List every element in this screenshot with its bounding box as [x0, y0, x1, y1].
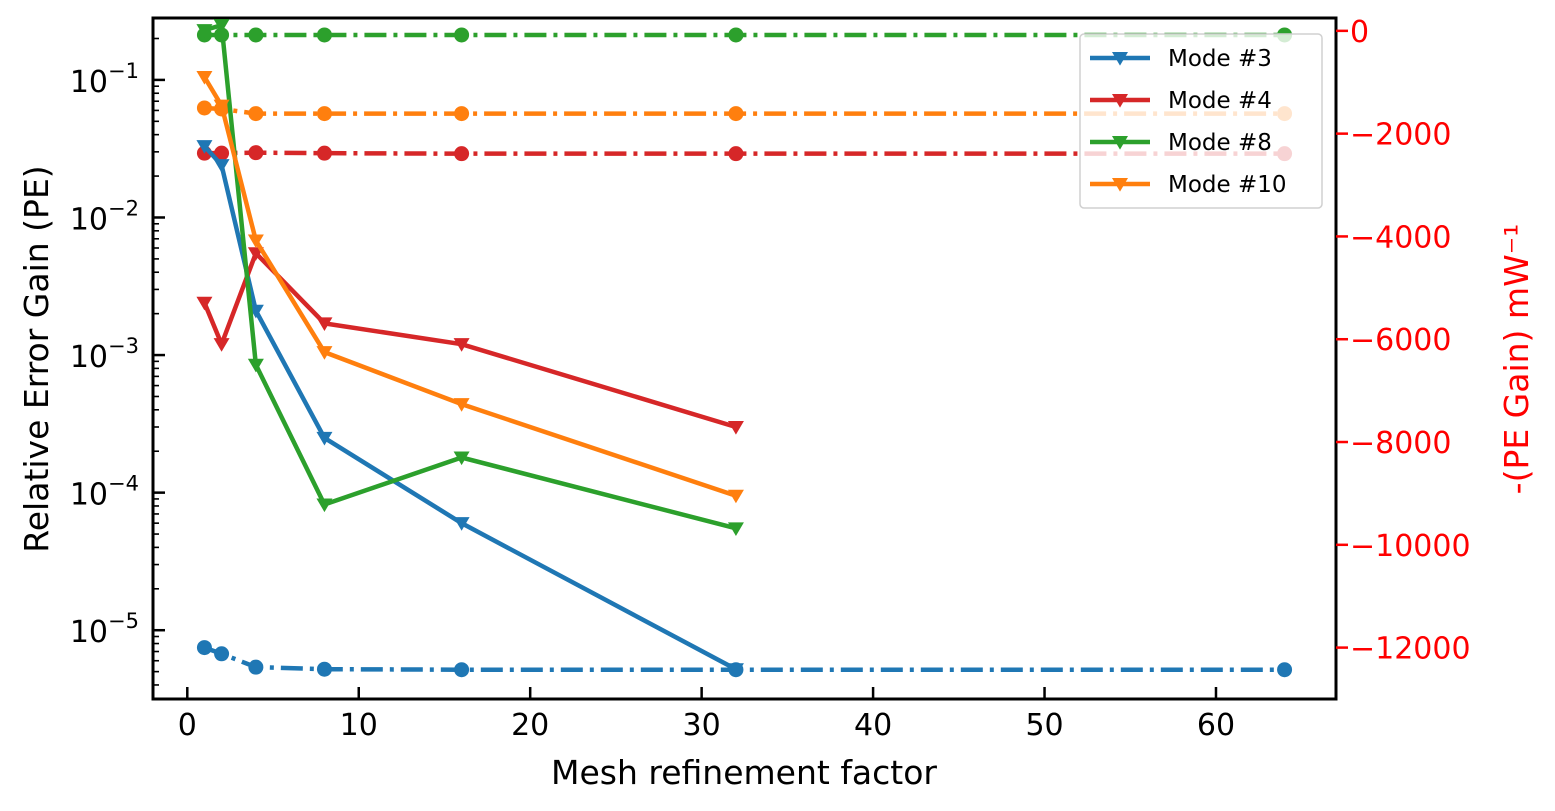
- y-right-tick-label-4: −8000: [1350, 426, 1451, 461]
- y-left-tick-label-2: 10−3: [70, 334, 139, 375]
- y-right-tick-label-3: −6000: [1350, 323, 1451, 358]
- y-axis-right-title: -(PE Gain) mW⁻¹: [1497, 224, 1536, 495]
- relative-error-point-series-3-1: [213, 99, 230, 114]
- pe-gain-point-series-3-4: [454, 106, 470, 122]
- x-tick-label-5: 50: [1025, 708, 1063, 743]
- legend-label-0: Mode #3: [1168, 46, 1272, 72]
- relative-error-point-series-3-3: [316, 346, 333, 360]
- relative-error-point-series-0-1: [213, 159, 230, 173]
- pe-gain-point-series-0-0: [196, 640, 212, 656]
- relative-error-line-series-1: [202, 249, 737, 430]
- pe-gain-point-series-1-5: [728, 146, 744, 162]
- legend-label-3: Mode #10: [1168, 172, 1287, 198]
- legend-marker-0: [1112, 52, 1128, 66]
- pe-gain-point-series-1-4: [454, 146, 470, 162]
- relative-error-point-series-2-0: [196, 24, 213, 38]
- x-tick-label-1: 10: [340, 708, 378, 743]
- pe-gain-point-series-1-1: [214, 145, 230, 161]
- relative-error-point-series-2-2: [247, 358, 264, 373]
- y-right-tick-label-2: −4000: [1350, 220, 1451, 255]
- y-left-tick-label-0: 10−5: [70, 609, 139, 650]
- y-right-tick-label-5: −10000: [1350, 529, 1471, 564]
- axis-ticks: 0 10 20 30 40 50 60 10−5 10−4 10−3 10−2 10−1 0 −2000 −…: [70, 15, 1471, 743]
- y-right-tick-label-6: −12000: [1350, 632, 1471, 667]
- x-axis-title: Mesh refinement factor: [551, 753, 937, 792]
- legend-marker-3: [1112, 178, 1128, 192]
- series-layer: [196, 19, 1293, 678]
- pe-gain-point-series-2-4: [454, 27, 470, 43]
- relative-error-point-series-1-4: [453, 338, 470, 352]
- relative-error-point-series-3-0: [196, 70, 213, 85]
- relative-error-point-series-2-4: [453, 451, 470, 466]
- y-left-tick-label-1: 10−4: [70, 472, 139, 513]
- pe-gain-point-series-2-3: [316, 27, 332, 43]
- pe-gain-point-series-0-3: [316, 661, 332, 677]
- pe-gain-point-series-1-3: [316, 145, 332, 161]
- legend-marker-2: [1112, 136, 1128, 150]
- relative-error-point-series-1-1: [213, 338, 230, 352]
- relative-error-point-series-0-3: [316, 431, 333, 446]
- y-left-tick-label-3: 10−2: [70, 196, 139, 237]
- y-right-tick-label-0: 0: [1350, 15, 1369, 50]
- legend-box: [1079, 33, 1323, 209]
- x-tick-label-0: 0: [178, 708, 197, 743]
- relative-error-point-series-0-0: [196, 140, 213, 154]
- y-right-tick-label-1: −2000: [1350, 118, 1451, 153]
- pe-gain-point-series-3-5: [728, 106, 744, 122]
- relative-error-point-series-1-5: [727, 420, 744, 435]
- legend-label-1: Mode #4: [1168, 88, 1272, 114]
- pe-gain-point-series-2-5: [728, 27, 744, 43]
- relative-error-point-series-1-3: [316, 317, 333, 331]
- x-tick-label-6: 60: [1197, 708, 1235, 743]
- legend: Mode #3 Mode #4 Mode #8 Mode #10: [1079, 33, 1323, 209]
- y-left-tick-label-4: 10−1: [70, 59, 139, 100]
- pe-gain-point-series-0-6: [1277, 662, 1293, 678]
- x-tick-label-2: 20: [511, 708, 549, 743]
- relative-error-point-series-0-5: [727, 663, 744, 677]
- relative-error-point-series-2-5: [727, 522, 744, 536]
- relative-error-point-series-2-1: [213, 19, 230, 33]
- pe-gain-point-series-3-0: [196, 100, 212, 116]
- x-tick-label-3: 30: [683, 708, 721, 743]
- pe-gain-point-series-0-4: [454, 662, 470, 678]
- y-axis-left-title: Relative Error Gain (PE): [17, 165, 56, 552]
- relative-error-point-series-3-4: [453, 398, 470, 412]
- legend-marker-1: [1112, 94, 1128, 108]
- pe-gain-point-series-0-2: [248, 659, 264, 675]
- legend-label-2: Mode #8: [1168, 130, 1272, 156]
- relative-error-point-series-2-3: [316, 498, 333, 513]
- pe-gain-point-series-0-1: [214, 646, 230, 662]
- x-tick-label-4: 40: [854, 708, 892, 743]
- relative-error-point-series-0-4: [453, 517, 470, 531]
- pe-gain-point-series-1-2: [248, 145, 264, 161]
- relative-error-point-series-3-5: [727, 489, 744, 504]
- pe-gain-point-series-3-2: [248, 106, 264, 122]
- pe-gain-point-series-2-2: [248, 27, 264, 43]
- relative-error-point-series-3-2: [247, 234, 264, 249]
- relative-error-point-series-1-0: [196, 296, 213, 311]
- pe-gain-point-series-3-3: [316, 106, 332, 122]
